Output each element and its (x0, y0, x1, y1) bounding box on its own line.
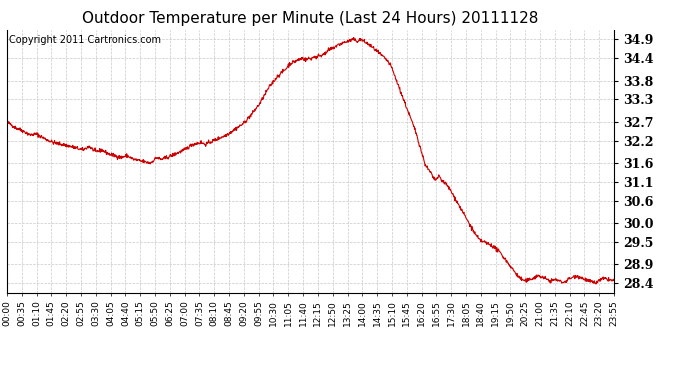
Text: Copyright 2011 Cartronics.com: Copyright 2011 Cartronics.com (9, 35, 161, 45)
Text: Outdoor Temperature per Minute (Last 24 Hours) 20111128: Outdoor Temperature per Minute (Last 24 … (82, 11, 539, 26)
